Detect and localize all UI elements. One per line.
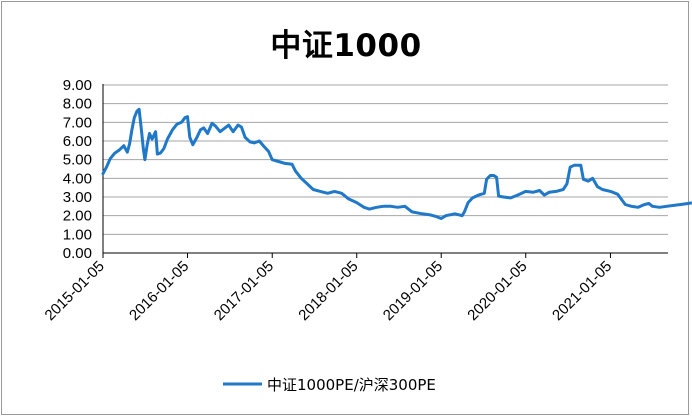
x-tick-label: 2017-01-05: [211, 258, 277, 324]
x-tick-label: 2019-01-05: [380, 258, 446, 324]
y-tick-label: 7.00: [63, 114, 92, 131]
x-axis-ticks: 2015-01-05 2016-01-05 2017-01-05 2018-01-05…: [42, 258, 616, 324]
y-tick-label: 9.00: [63, 77, 92, 94]
y-tick-label: 4.00: [63, 170, 92, 187]
y-tick-label: 5.00: [63, 152, 92, 169]
series-line: [101, 107, 692, 220]
x-tick-label: 2021-01-05: [549, 258, 615, 324]
y-tick-label: 6.00: [63, 133, 92, 150]
x-tick-label: 2018-01-05: [295, 258, 361, 324]
y-tick-label: 1.00: [63, 226, 92, 243]
legend: 中证1000PE/沪深300PE: [223, 376, 436, 394]
y-tick-label: 3.00: [63, 189, 92, 206]
legend-label: 中证1000PE/沪深300PE: [267, 376, 436, 394]
y-tick-label: 8.00: [63, 96, 92, 113]
y-tick-label: 2.00: [63, 208, 92, 225]
chart-title: 中证1000: [270, 28, 422, 64]
x-tick-label: 2015-01-05: [42, 258, 108, 324]
gridlines: [103, 84, 668, 235]
y-axis-ticks: 0.00 1.002.00 3.00 4.005.00 6.00 7.008.00 9.00: [63, 77, 92, 262]
x-tick-label: 2016-01-05: [126, 258, 192, 324]
axes: [102, 84, 668, 258]
series-layer: [101, 107, 692, 220]
x-tick-label: 2020-01-05: [464, 258, 530, 324]
y-tick-label: 0.00: [63, 245, 92, 262]
